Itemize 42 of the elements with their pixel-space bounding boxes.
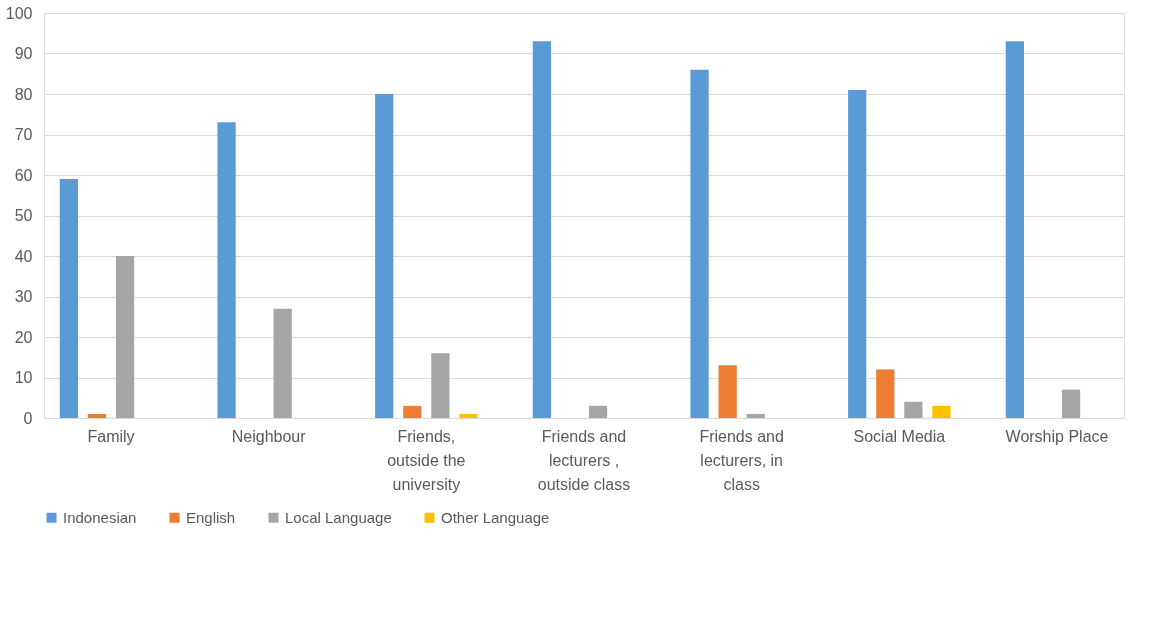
y-tick-label: 80 [14, 85, 33, 103]
bar [459, 413, 478, 418]
bar [1061, 389, 1081, 418]
y-tick-label: 60 [14, 166, 33, 184]
legend-label: Local Language [285, 508, 392, 526]
bar [904, 401, 923, 418]
bar [718, 365, 737, 418]
y-tick-label: 40 [14, 247, 33, 265]
bar [87, 413, 107, 418]
y-tick-label: 20 [14, 328, 33, 346]
bar [217, 122, 236, 418]
x-tick-label: Social Media [853, 427, 946, 445]
bar [59, 179, 79, 418]
bar [532, 41, 552, 418]
legend-label: Other Language [441, 508, 550, 526]
y-tick-label: 70 [14, 126, 33, 143]
bar [690, 69, 709, 418]
x-tick-label: Friends and lecturers, in class [699, 427, 784, 493]
x-tick-label: Neighbour [231, 427, 307, 445]
bar [932, 405, 951, 418]
legend-label: English [186, 508, 236, 526]
x-tick-label: Friends, outside the university [387, 427, 466, 493]
bar [588, 405, 608, 418]
y-tick-label: 0 [23, 409, 33, 427]
bar [273, 308, 292, 418]
y-tick-label: 100 [5, 4, 33, 22]
bar [375, 94, 394, 418]
x-tick-label: Worship Place [1005, 427, 1109, 445]
y-tick-label: 50 [14, 207, 33, 224]
bar [115, 256, 135, 418]
legend-label: Indonesian [63, 508, 137, 526]
y-tick-label: 30 [14, 288, 33, 305]
bar [1005, 41, 1024, 418]
y-tick-label: 90 [14, 45, 33, 62]
x-tick-label: Family [87, 427, 135, 445]
bar [848, 89, 867, 418]
bar [876, 369, 895, 418]
bar [403, 405, 422, 418]
bar [431, 353, 450, 418]
bar [746, 413, 765, 418]
x-tick-label: Friends and lecturers , outside class [537, 427, 631, 493]
y-tick-label: 10 [14, 369, 33, 386]
